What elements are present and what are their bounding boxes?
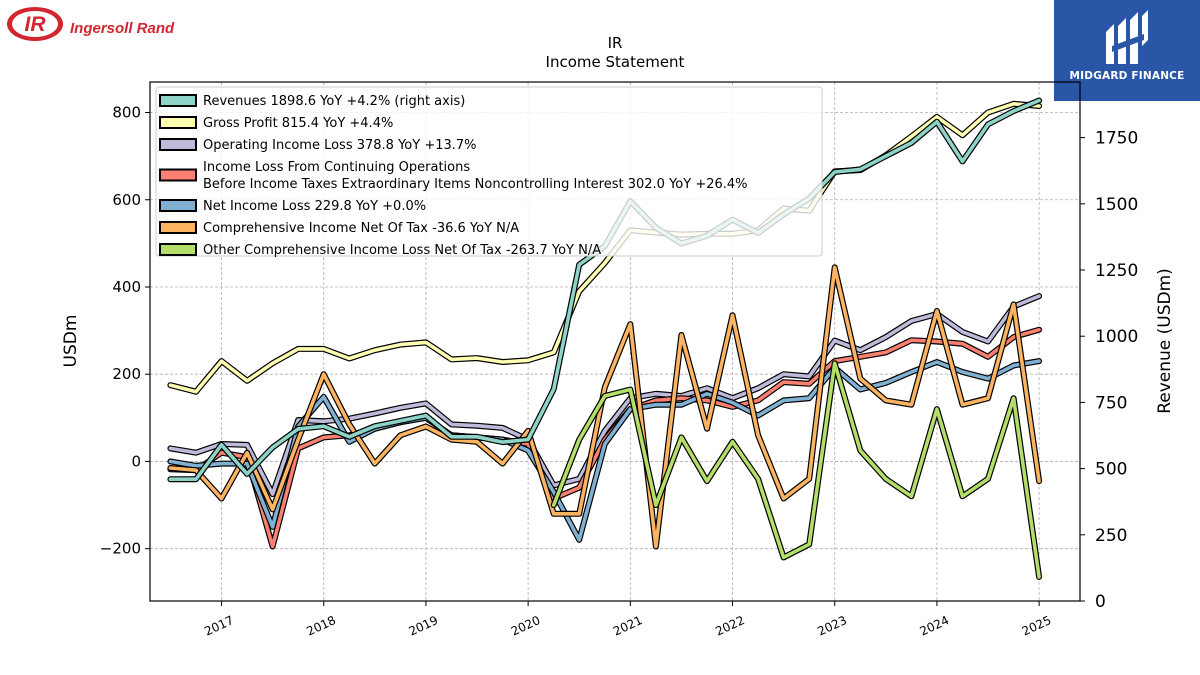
x-tick-label: 2024 [918, 613, 952, 639]
legend-swatch [159, 199, 197, 212]
legend-swatch [159, 138, 197, 151]
ir-logo-mark-text: IR [25, 13, 47, 36]
series-line-outline [167, 264, 1043, 550]
legend-box [155, 86, 823, 257]
x-tick-label: 2018 [304, 613, 338, 639]
y2-tick-label: 0 [1095, 592, 1106, 612]
series-line-outline [550, 360, 1043, 580]
series-lines [167, 97, 1043, 580]
ingersoll-rand-wordmark: Ingersoll Rand [70, 20, 175, 37]
legend-label: Operating Income Loss 378.8 YoY +13.7% [203, 138, 477, 153]
y-tick-label: 400 [112, 278, 141, 296]
series-other_comprehensive [550, 360, 1043, 580]
legend-label: Before Income Taxes Extraordinary Items … [203, 177, 748, 192]
y2-tick-label: 1250 [1095, 261, 1138, 281]
right-y-axis-label: Revenue (USDm) [1155, 268, 1175, 414]
legend-item-net_income: Net Income Loss 229.8 YoY +0.0% [159, 199, 426, 214]
legend-label: Income Loss From Continuing Operations [203, 160, 470, 175]
chart-title: IR [608, 34, 623, 52]
plot-frame [149, 81, 1081, 602]
ingersoll-rand-logo: IR Ingersoll Rand [6, 4, 176, 44]
series-operating_income [167, 293, 1043, 498]
x-tick-label: 2017 [202, 613, 236, 639]
legend-swatch [159, 243, 197, 256]
y-tick-label: 800 [112, 104, 141, 122]
series-comprehensive_income [167, 264, 1043, 550]
ir-logo-mark-icon: IR [7, 7, 63, 41]
legend-item-operating_income: Operating Income Loss 378.8 YoY +13.7% [159, 138, 477, 153]
y2-tick-label: 250 [1095, 526, 1127, 546]
legend-swatch [159, 94, 197, 107]
legend-swatch [159, 221, 197, 234]
legend-label: Gross Profit 815.4 YoY +4.4% [203, 116, 393, 131]
legend-label: Net Income Loss 229.8 YoY +0.0% [203, 199, 426, 214]
midgard-finance-wordmark: MIDGARD FINANCE [1069, 70, 1185, 82]
y2-tick-label: 1750 [1095, 129, 1138, 149]
legend-swatch [159, 116, 197, 129]
y-tick-label: −200 [100, 540, 141, 558]
y2-tick-label: 1000 [1095, 327, 1138, 347]
series-line [168, 265, 1041, 549]
x-tick-label: 2023 [815, 613, 849, 639]
legend-item-pretax_income: Income Loss From Continuing Operations Be… [159, 160, 748, 192]
legend-swatch [159, 168, 197, 182]
x-tick-label: 2020 [509, 613, 543, 639]
legend-label: Other Comprehensive Income Loss Net Of T… [203, 243, 601, 258]
y-axis-label: USDm [61, 315, 81, 368]
x-tick-label: 2021 [611, 613, 645, 639]
legend-item-gross_profit: Gross Profit 815.4 YoY +4.4% [159, 116, 393, 131]
chart-subtitle: Income Statement [546, 53, 685, 71]
midgard-emblem-icon [1106, 10, 1148, 64]
series-line [168, 359, 1041, 542]
legend-item-revenues: Revenues 1898.6 YoY +4.2% (right axis) [159, 94, 465, 109]
y-tick-label: 200 [112, 365, 141, 383]
y-tick-label: 0 [131, 452, 141, 470]
series-line [551, 361, 1041, 579]
series-net_income [167, 358, 1043, 543]
midgard-finance-logo: MIDGARD FINANCE [1054, 0, 1200, 101]
legend-item-comprehensive_income: Comprehensive Income Net Of Tax -36.6 Yo… [159, 221, 519, 236]
legend-label: Comprehensive Income Net Of Tax -36.6 Yo… [203, 221, 519, 236]
y2-tick-label: 1500 [1095, 195, 1138, 215]
x-tick-label: 2022 [713, 613, 747, 639]
x-tick-label: 2019 [407, 613, 441, 639]
legend-item-other_comprehensive: Other Comprehensive Income Loss Net Of T… [159, 243, 601, 258]
series-line [168, 294, 1041, 496]
legend: Revenues 1898.6 YoY +4.2% (right axis) Gr… [155, 86, 823, 258]
legend-label: Revenues 1898.6 YoY +4.2% (right axis) [203, 94, 465, 109]
y2-tick-label: 500 [1095, 460, 1127, 480]
x-tick-label: 2025 [1020, 613, 1054, 639]
y-tick-label: 600 [112, 191, 141, 209]
y2-tick-label: 750 [1095, 393, 1127, 413]
